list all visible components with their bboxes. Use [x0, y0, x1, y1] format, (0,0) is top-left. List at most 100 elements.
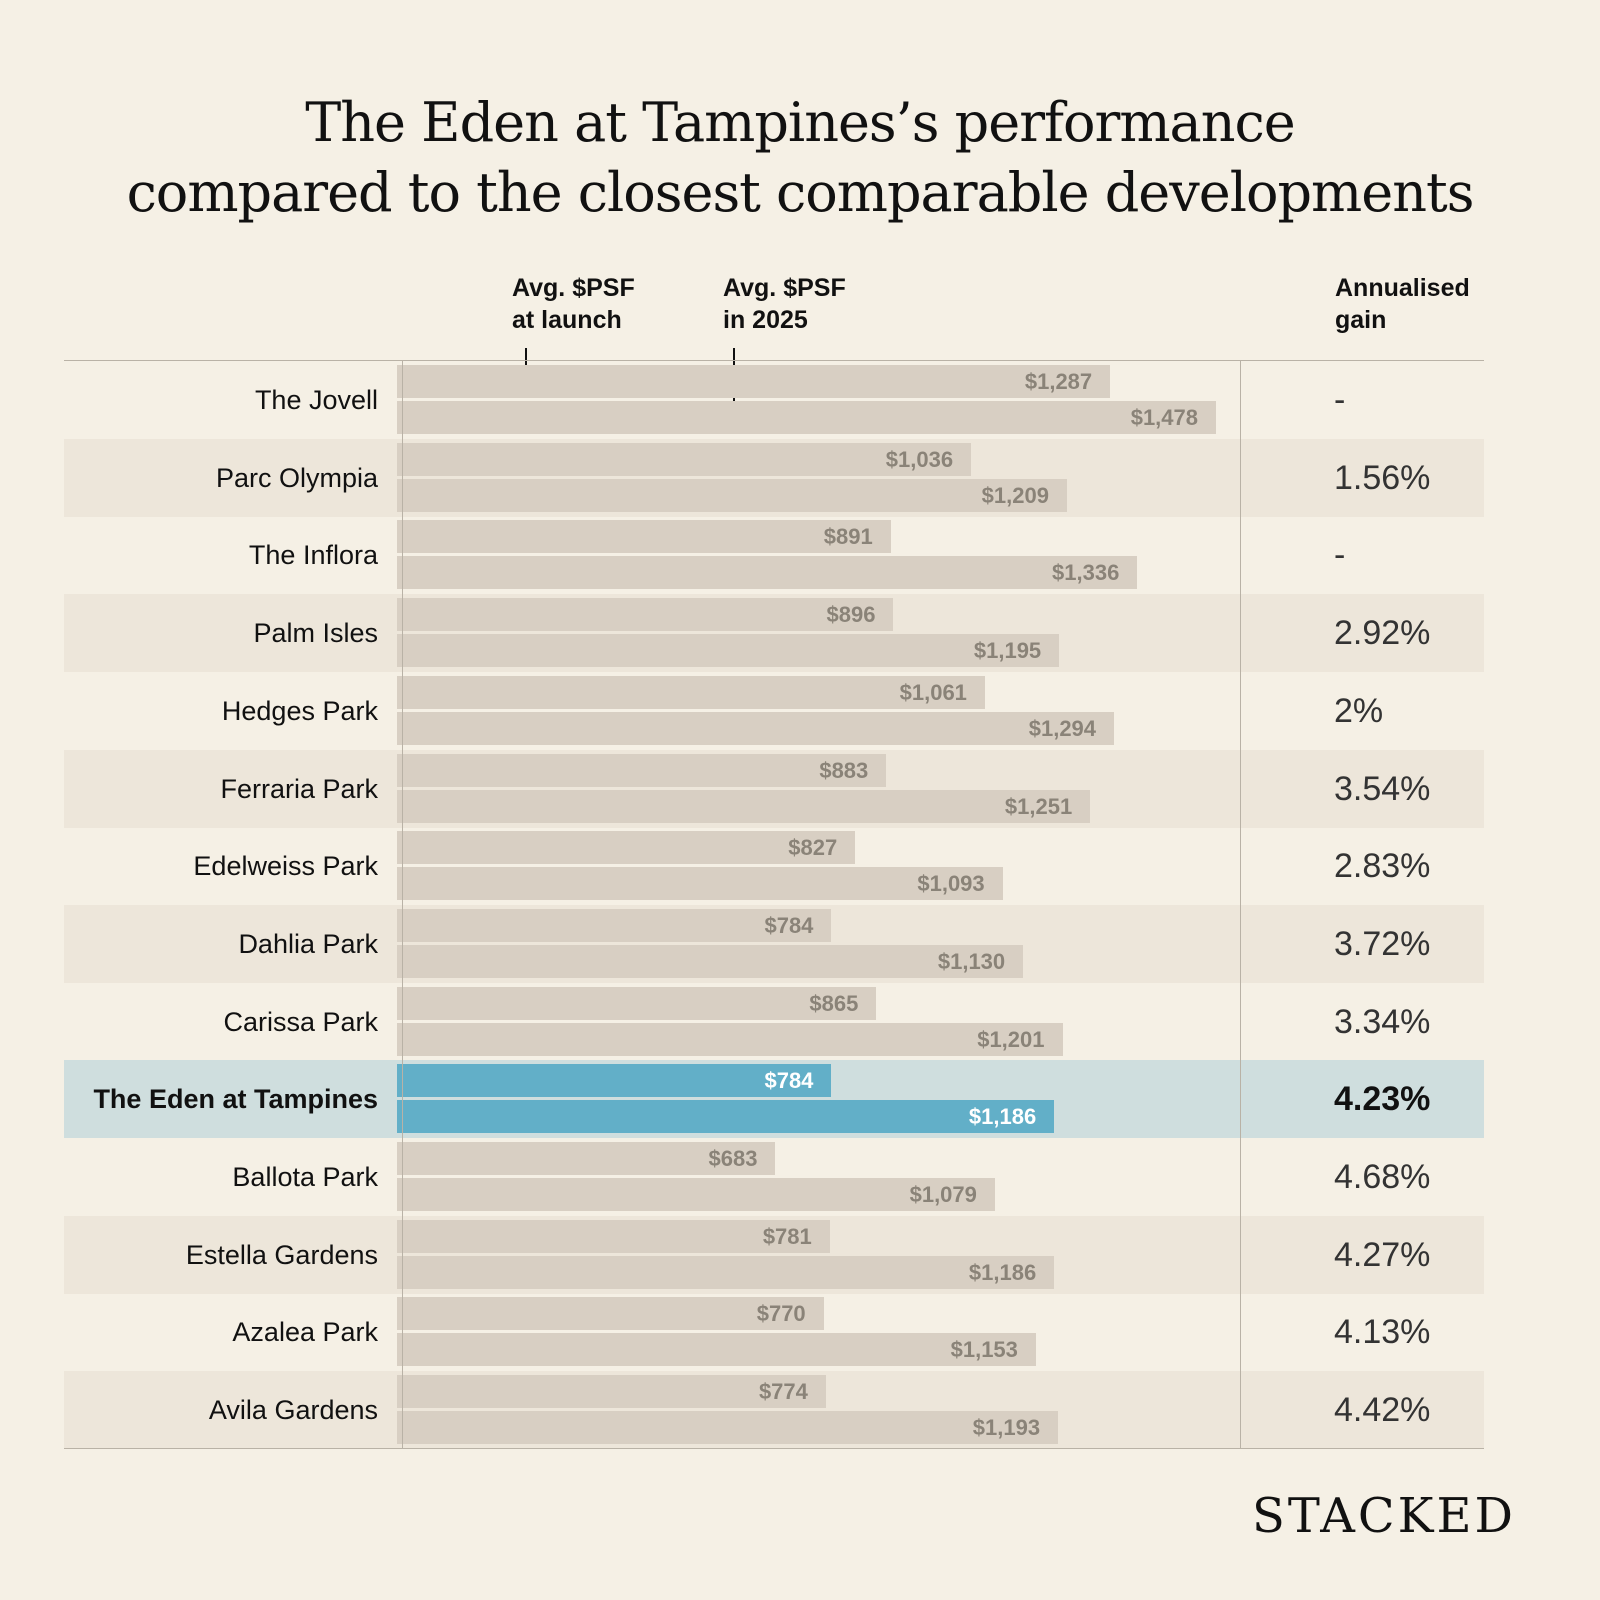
bar-value-label: $865: [809, 990, 859, 1016]
development-name: Hedges Park: [221, 695, 378, 726]
bottom-rule: [64, 1448, 1484, 1449]
development-name: Parc Olympia: [215, 462, 378, 493]
chart-title: The Eden at Tampines’s performance compa…: [0, 88, 1600, 228]
gain-header: Annualised gain: [1335, 272, 1470, 336]
bar-launch: $865: [397, 986, 877, 1020]
bar-value-label: $770: [756, 1301, 806, 1327]
bar-launch: $1,287: [397, 365, 1111, 398]
bar-2025: $1,093: [397, 867, 1003, 901]
bar-value-label: $1,209: [981, 482, 1049, 508]
table-row: Estella Gardens $781 $1,186 4.27%: [64, 1215, 1484, 1294]
bar-value-label: $683: [708, 1146, 758, 1171]
title-line-1: The Eden at Tampines’s performance: [305, 91, 1295, 154]
bar-value-label: $1,093: [917, 871, 985, 897]
annualised-gain: 2%: [1334, 691, 1384, 730]
annualised-gain: 2.92%: [1334, 614, 1431, 653]
bar-value-label: $1,186: [968, 1259, 1037, 1285]
development-name: Azalea Park: [232, 1317, 378, 1348]
bar-launch: $774: [397, 1375, 826, 1409]
bar-2025: $1,201: [397, 1022, 1063, 1056]
table-row: The Jovell $1,287 $1,478 -: [64, 361, 1484, 439]
bar-2025: $1,478: [397, 401, 1216, 434]
development-name: Dahlia Park: [238, 928, 378, 959]
annualised-gain: -: [1334, 381, 1346, 419]
bar-launch: $770: [397, 1297, 824, 1331]
bar-2025: $1,193: [397, 1411, 1059, 1445]
table-row: Parc Olympia $1,036 $1,209 1.56%: [64, 438, 1484, 517]
bar-value-label: $896: [826, 602, 876, 628]
bar-2025: $1,079: [397, 1178, 995, 1211]
bar-value-label: $1,251: [1004, 793, 1073, 819]
launch-header-line: Avg. $PSF: [512, 274, 635, 302]
bar-value-label: $1,186: [968, 1104, 1037, 1130]
table-row: Hedges Park $1,061 $1,294 2%: [64, 672, 1484, 750]
development-name: Estella Gardens: [185, 1239, 378, 1270]
bar-launch: $784: [397, 1064, 832, 1098]
bar-2025: $1,130: [397, 944, 1024, 978]
development-name: Ferraria Park: [220, 773, 378, 804]
bar-value-label: $1,061: [899, 679, 967, 705]
bar-2025: $1,336: [397, 556, 1138, 590]
bar-launch: $1,036: [397, 442, 972, 476]
divider-right: [1240, 360, 1241, 1448]
table-row: Palm Isles $896 $1,195 2.92%: [64, 594, 1484, 673]
bar-value-label: $1,153: [950, 1337, 1018, 1363]
annualised-gain: -: [1334, 536, 1346, 575]
bar-2025: $1,251: [397, 789, 1091, 823]
annualised-gain: 4.13%: [1334, 1313, 1431, 1352]
bar-2025: $1,186: [397, 1100, 1055, 1134]
table-row: Ballota Park $683 $1,079 4.68%: [64, 1138, 1484, 1216]
bar-launch: $827: [397, 831, 856, 865]
gain-header-line: Annualised: [1335, 274, 1470, 302]
bar-value-label: $1,130: [937, 948, 1006, 974]
bar-value-label: $883: [819, 757, 869, 783]
bar-value-label: $774: [758, 1379, 808, 1405]
bar-launch: $781: [397, 1219, 830, 1253]
bar-launch: $1,061: [397, 675, 985, 709]
table-row: Azalea Park $770 $1,153 4.13%: [64, 1293, 1484, 1371]
bar-value-label: $891: [823, 524, 873, 550]
development-name: Edelweiss Park: [193, 851, 378, 882]
development-name: The Jovell: [254, 385, 378, 415]
bar-value-label: $1,079: [909, 1182, 977, 1207]
bar-value-label: $1,195: [973, 638, 1042, 664]
annualised-gain: 1.56%: [1334, 458, 1431, 497]
top-rule: [64, 360, 1484, 361]
annualised-gain: 4.27%: [1334, 1235, 1431, 1274]
development-name: Ballota Park: [232, 1162, 378, 1192]
table-row: Edelweiss Park $827 $1,093 2.83%: [64, 827, 1484, 905]
bar-value-label: $784: [764, 912, 814, 938]
development-name: Palm Isles: [253, 618, 378, 649]
bar-launch: $784: [397, 908, 832, 942]
bar-2025: $1,195: [397, 634, 1060, 668]
bar-2025: $1,294: [397, 711, 1115, 745]
bar-value-label: $1,036: [885, 446, 954, 472]
annualised-gain: 4.42%: [1334, 1391, 1431, 1430]
table-row: Carissa Park $865 $1,201 3.34%: [64, 983, 1484, 1061]
table-row: Dahlia Park $784 $1,130 3.72%: [64, 904, 1484, 983]
bar-value-label: $784: [764, 1068, 814, 1094]
bar-value-label: $781: [762, 1223, 812, 1249]
bar-2025: $1,186: [397, 1255, 1055, 1289]
bar-2025: $1,209: [397, 478, 1067, 512]
bar-launch: $683: [397, 1142, 776, 1175]
development-name: The Inflora: [248, 540, 378, 571]
current-header-line: in 2025: [723, 306, 808, 334]
annualised-gain: 3.72%: [1334, 924, 1431, 963]
bar-value-label: $1,201: [977, 1026, 1045, 1052]
bar-value-label: $1,336: [1052, 560, 1120, 586]
bar-launch: $896: [397, 598, 894, 632]
bar-value-label: $827: [788, 835, 838, 861]
table-row: The Inflora $891 $1,336 -: [64, 516, 1484, 594]
bar-launch: $883: [397, 753, 887, 787]
launch-header-line: at launch: [512, 306, 622, 334]
bar-value-label: $1,294: [1028, 715, 1097, 741]
annualised-gain: 3.54%: [1334, 769, 1431, 808]
bar-2025: $1,153: [397, 1333, 1036, 1367]
current-header-line: Avg. $PSF: [723, 274, 846, 302]
annualised-gain: 4.23%: [1334, 1080, 1431, 1119]
table-row: The Eden at Tampines $784 $1,186 4.23%: [64, 1060, 1484, 1139]
development-name: Carissa Park: [223, 1006, 378, 1037]
development-name: Avila Gardens: [208, 1395, 378, 1426]
bar-value-label: $1,193: [972, 1415, 1041, 1441]
